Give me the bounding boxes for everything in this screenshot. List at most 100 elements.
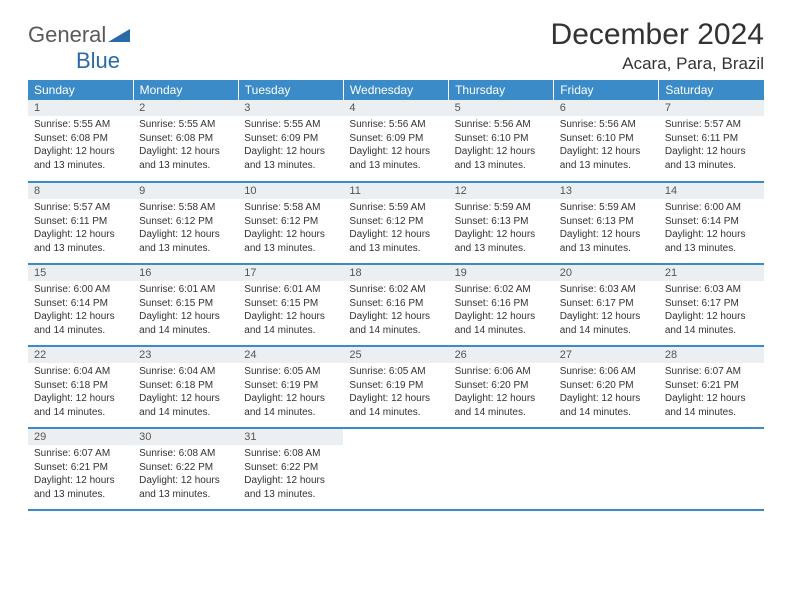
calendar-day-cell: .. — [554, 428, 659, 510]
weekday-header-row: Sunday Monday Tuesday Wednesday Thursday… — [28, 80, 764, 100]
sunset-line: Sunset: 6:13 PM — [560, 216, 634, 227]
sunset-line: Sunset: 6:16 PM — [455, 298, 529, 309]
calendar-day-cell: .. — [343, 428, 448, 510]
day-number: 11 — [343, 183, 448, 199]
sunrise-line: Sunrise: 5:59 AM — [560, 202, 636, 213]
daylight-line: Daylight: 12 hours and 13 minutes. — [244, 229, 325, 254]
day-details: Sunrise: 6:05 AMSunset: 6:19 PMDaylight:… — [238, 363, 343, 423]
daylight-line: Daylight: 12 hours and 13 minutes. — [349, 229, 430, 254]
sunset-line: Sunset: 6:12 PM — [139, 216, 213, 227]
daylight-line: Daylight: 12 hours and 14 minutes. — [244, 393, 325, 418]
day-number: 24 — [238, 347, 343, 363]
calendar-day-cell: 6Sunrise: 5:56 AMSunset: 6:10 PMDaylight… — [554, 100, 659, 182]
sunset-line: Sunset: 6:15 PM — [139, 298, 213, 309]
daylight-line: Daylight: 12 hours and 14 minutes. — [139, 311, 220, 336]
daylight-line: Daylight: 12 hours and 13 minutes. — [665, 229, 746, 254]
calendar-day-cell: .. — [659, 428, 764, 510]
calendar-day-cell: 7Sunrise: 5:57 AMSunset: 6:11 PMDaylight… — [659, 100, 764, 182]
day-details: Sunrise: 6:06 AMSunset: 6:20 PMDaylight:… — [449, 363, 554, 423]
sunset-line: Sunset: 6:14 PM — [34, 298, 108, 309]
sunset-line: Sunset: 6:08 PM — [34, 133, 108, 144]
day-details: Sunrise: 6:03 AMSunset: 6:17 PMDaylight:… — [554, 281, 659, 341]
day-details: Sunrise: 5:58 AM Sunset: 6:12 PM Daylight:… — [133, 199, 238, 259]
day-number: 14 — [659, 183, 764, 199]
calendar-table: Sunday Monday Tuesday Wednesday Thursday… — [28, 80, 764, 511]
sunrise-line: Sunrise: 6:08 AM — [244, 448, 320, 459]
sunrise-line: Sunrise: 5:56 AM — [455, 119, 531, 130]
sunset-line: Sunset: 6:18 PM — [34, 380, 108, 391]
calendar-week-row: 1 Sunrise: 5:55 AM Sunset: 6:08 PM Daylight… — [28, 100, 764, 182]
calendar-week-row: 8Sunrise: 5:57 AMSunset: 6:11 PMDaylight… — [28, 182, 764, 264]
calendar-day-cell: 14Sunrise: 6:00 AMSunset: 6:14 PMDayligh… — [659, 182, 764, 264]
location-label: Acara, Para, Brazil — [551, 54, 764, 74]
daylight-line: Daylight: 12 hours and 14 minutes. — [34, 311, 115, 336]
calendar-day-cell: 11Sunrise: 5:59 AMSunset: 6:12 PMDayligh… — [343, 182, 448, 264]
day-number: 21 — [659, 265, 764, 281]
weekday-header: Tuesday — [238, 80, 343, 100]
day-number: 3 — [238, 100, 343, 116]
sunset-line: Sunset: 6:12 PM — [244, 216, 318, 227]
calendar-day-cell: 28Sunrise: 6:07 AMSunset: 6:21 PMDayligh… — [659, 346, 764, 428]
calendar-day-cell: 2Sunrise: 5:55 AMSunset: 6:08 PMDaylight… — [133, 100, 238, 182]
day-details: Sunrise: 6:08 AMSunset: 6:22 PMDaylight:… — [238, 445, 343, 505]
sunrise-line: Sunrise: 6:02 AM — [455, 284, 531, 295]
calendar-day-cell: 29Sunrise: 6:07 AMSunset: 6:21 PMDayligh… — [28, 428, 133, 510]
day-number: 28 — [659, 347, 764, 363]
sunset-line: Sunset: 6:11 PM — [665, 133, 738, 144]
day-number: 1 — [28, 100, 133, 116]
day-number: 8 — [28, 183, 133, 199]
sunrise-line: Sunrise: 5:58 AM — [139, 202, 215, 213]
day-details: Sunrise: 6:02 AM Sunset: 6:16 PM Daylight:… — [449, 281, 554, 341]
day-details: Sunrise: 6:06 AMSunset: 6:20 PMDaylight:… — [554, 363, 659, 423]
sunrise-line: Sunrise: 6:04 AM — [34, 366, 110, 377]
day-details: Sunrise: 5:57 AMSunset: 6:11 PMDaylight:… — [659, 116, 764, 176]
daylight-line: Daylight: 12 hours and 14 minutes. — [560, 393, 641, 418]
daylight-line: Daylight: 12 hours and 13 minutes. — [139, 229, 220, 254]
sunrise-line: Sunrise: 6:01 AM — [139, 284, 215, 295]
calendar-day-cell: .. — [449, 428, 554, 510]
sunrise-line: Sunrise: 5:58 AM — [244, 202, 320, 213]
calendar-day-cell: 12Sunrise: 5:59 AMSunset: 6:13 PMDayligh… — [449, 182, 554, 264]
sunrise-line: Sunrise: 6:05 AM — [244, 366, 320, 377]
calendar-day-cell: 15Sunrise: 6:00 AMSunset: 6:14 PMDayligh… — [28, 264, 133, 346]
daylight-line: Daylight: 12 hours and 13 minutes. — [139, 146, 220, 171]
day-details: Sunrise: 6:04 AMSunset: 6:18 PMDaylight:… — [28, 363, 133, 423]
day-number: 10 — [238, 183, 343, 199]
sunset-line: Sunset: 6:12 PM — [349, 216, 423, 227]
calendar-day-cell: 19 Sunrise: 6:02 AM Sunset: 6:16 PM Dayligh… — [449, 264, 554, 346]
daylight-line: Daylight: 12 hours and 14 minutes. — [455, 393, 536, 418]
sunrise-line: Sunrise: 5:55 AM — [139, 119, 215, 130]
daylight-line: Daylight: 12 hours and 14 minutes. — [665, 311, 746, 336]
sunset-line: Sunset: 6:22 PM — [244, 462, 318, 473]
calendar-day-cell: 13Sunrise: 5:59 AMSunset: 6:13 PMDayligh… — [554, 182, 659, 264]
day-number: 12 — [449, 183, 554, 199]
sunset-line: Sunset: 6:21 PM — [34, 462, 108, 473]
day-details: Sunrise: 6:08 AMSunset: 6:22 PMDaylight:… — [133, 445, 238, 505]
sunset-line: Sunset: 6:09 PM — [349, 133, 423, 144]
calendar-week-row: 29Sunrise: 6:07 AMSunset: 6:21 PMDayligh… — [28, 428, 764, 510]
logo-word-blue: Blue — [76, 48, 120, 73]
day-details: Sunrise: 5:57 AMSunset: 6:11 PMDaylight:… — [28, 199, 133, 259]
sunset-line: Sunset: 6:22 PM — [139, 462, 213, 473]
daylight-line: Daylight: 12 hours and 13 minutes. — [34, 229, 115, 254]
sunrise-line: Sunrise: 5:56 AM — [560, 119, 636, 130]
day-details: Sunrise: 5:59 AMSunset: 6:13 PMDaylight:… — [449, 199, 554, 259]
day-details: Sunrise: 6:01 AMSunset: 6:15 PMDaylight:… — [238, 281, 343, 341]
day-number: 16 — [133, 265, 238, 281]
calendar-day-cell: 9Sunrise: 5:58 AMSunset: 6:12 PMDaylight… — [133, 182, 238, 264]
logo-triangle-icon — [108, 22, 130, 48]
calendar-day-cell: 4Sunrise: 5:56 AMSunset: 6:09 PMDaylight… — [343, 100, 448, 182]
daylight-line: Daylight: 12 hours and 14 minutes. — [455, 311, 536, 336]
day-details: Sunrise: 6:03 AMSunset: 6:17 PMDaylight:… — [659, 281, 764, 341]
sunset-line: Sunset: 6:21 PM — [665, 380, 739, 391]
day-number: 19 — [449, 265, 554, 281]
day-details: Sunrise: 5:55 AMSunset: 6:09 PMDaylight:… — [238, 116, 343, 176]
daylight-line: Daylight: 12 hours and 13 minutes. — [560, 146, 641, 171]
calendar-day-cell: 16 Sunrise: 6:01 AM Sunset: 6:15 PM Dayligh… — [133, 264, 238, 346]
weekday-header: Monday — [133, 80, 238, 100]
sunrise-line: Sunrise: 6:07 AM — [34, 448, 110, 459]
daylight-line: Daylight: 12 hours and 14 minutes. — [349, 311, 430, 336]
day-details: Sunrise: 5:59 AMSunset: 6:13 PMDaylight:… — [554, 199, 659, 259]
sunrise-line: Sunrise: 6:04 AM — [139, 366, 215, 377]
sunset-line: Sunset: 6:18 PM — [139, 380, 213, 391]
